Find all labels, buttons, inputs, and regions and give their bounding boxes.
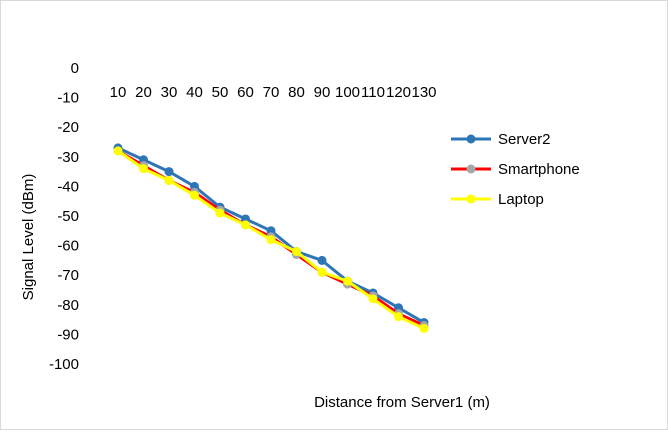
y-tick-label: -20 xyxy=(57,119,79,136)
y-tick-label: -40 xyxy=(57,178,79,195)
legend-label: Server2 xyxy=(498,131,551,148)
x-tick-label: 50 xyxy=(212,84,229,101)
x-tick-label: 90 xyxy=(314,84,331,101)
data-point xyxy=(164,175,174,185)
y-tick-label: -80 xyxy=(57,297,79,314)
x-tick-label: 20 xyxy=(135,84,152,101)
x-tick-label: 130 xyxy=(411,84,436,101)
data-point xyxy=(419,323,429,333)
data-point xyxy=(317,255,327,265)
x-tick-label: 70 xyxy=(263,84,280,101)
y-tick-label: -50 xyxy=(57,208,79,225)
y-tick-label: -70 xyxy=(57,267,79,284)
data-point xyxy=(241,220,250,230)
data-point xyxy=(368,294,378,304)
x-tick-label: 30 xyxy=(161,84,178,101)
legend-marker-swatch xyxy=(466,194,476,204)
x-axis-tick-labels: 10 20 30 40 50 60 70 80 90 100 110 120 130 xyxy=(110,84,437,101)
data-point xyxy=(317,267,327,277)
y-tick-label: -90 xyxy=(57,326,79,343)
legend-label: Laptop xyxy=(498,191,544,208)
data-point xyxy=(190,190,199,200)
legend-label: Smartphone xyxy=(498,161,580,178)
x-tick-label: 100 xyxy=(335,84,360,101)
data-point xyxy=(164,167,174,177)
y-axis-title: Signal Level (dBm) xyxy=(20,174,37,301)
x-tick-label: 110 xyxy=(361,84,385,101)
x-axis-title: Distance from Server1 (m) xyxy=(314,394,490,411)
data-point xyxy=(394,312,403,322)
y-tick-label: -10 xyxy=(57,90,79,107)
legend-marker-swatch xyxy=(466,134,476,144)
y-tick-label: -100 xyxy=(49,356,79,373)
series-laptop xyxy=(113,146,429,333)
legend: Server2 Smartphone Laptop xyxy=(451,131,580,208)
x-tick-label: 60 xyxy=(237,84,254,101)
series-layer xyxy=(113,143,429,333)
x-tick-label: 80 xyxy=(288,84,305,101)
y-tick-label: 0 xyxy=(71,60,79,77)
legend-item-laptop: Laptop xyxy=(451,191,544,208)
data-point xyxy=(343,276,352,286)
data-point xyxy=(266,235,276,245)
data-point xyxy=(215,208,225,218)
data-point xyxy=(139,164,148,174)
y-tick-label: -60 xyxy=(57,238,79,255)
legend-item-server2: Server2 xyxy=(451,131,551,148)
y-axis-tick-labels: 0 -10 -20 -30 -40 -50 -60 -70 -80 -90 -100 xyxy=(49,60,79,373)
legend-marker-swatch xyxy=(466,164,476,174)
data-point xyxy=(113,146,123,156)
y-tick-label: -30 xyxy=(57,149,79,166)
x-tick-label: 120 xyxy=(386,84,411,101)
x-tick-label: 10 xyxy=(110,84,127,101)
data-point xyxy=(292,247,301,257)
x-tick-label: 40 xyxy=(186,84,203,101)
legend-item-smartphone: Smartphone xyxy=(451,161,580,178)
